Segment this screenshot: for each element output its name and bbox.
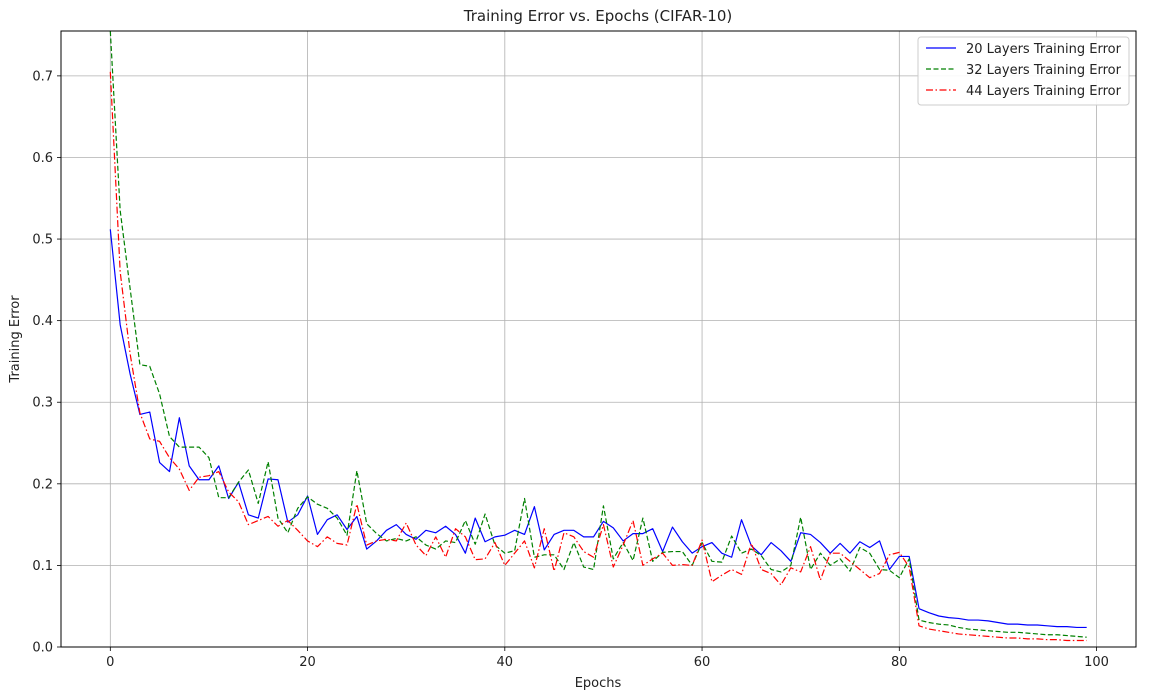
legend-label-2: 32 Layers Training Error (966, 63, 1122, 78)
x-tick-label: 20 (299, 655, 316, 670)
legend-label-3: 44 Layers Training Error (966, 84, 1122, 99)
legend: 20 Layers Training Error 32 Layers Traini… (917, 36, 1130, 106)
series-layer (109, 30, 1087, 642)
grid-lines (61, 31, 1136, 648)
y-tick-label: 0.0 (32, 641, 53, 656)
x-tick-label: 0 (106, 655, 114, 670)
y-tick-label: 0.3 (32, 396, 53, 411)
x-tick-label: 40 (497, 655, 514, 670)
x-tick-label: 60 (694, 655, 711, 670)
y-tick-label: 0.5 (32, 233, 53, 248)
y-tick-label: 0.2 (32, 477, 53, 492)
legend-box (917, 36, 1130, 106)
x-tick-label: 100 (1084, 655, 1109, 670)
y-tick-label: 0.4 (32, 314, 53, 329)
y-axis-label: Training Error (8, 295, 23, 384)
series-line-1 (109, 229, 1087, 629)
plot-frame (60, 30, 1137, 648)
chart-title: Training Error vs. Epochs (CIFAR-10) (463, 7, 732, 25)
y-tick-label: 0.1 (32, 559, 53, 574)
legend-label-1: 20 Layers Training Error (966, 42, 1122, 57)
y-tick-label: 0.6 (32, 151, 53, 166)
series-line-3 (109, 71, 1087, 642)
x-axis-label: Epochs (575, 676, 622, 691)
axis-ticks: 0 20 40 60 80 100 0.0 0.1 0.2 0.3 0.4 0.5 0.6 0.7 (32, 69, 1109, 670)
y-tick-label: 0.7 (32, 69, 53, 84)
series-line-2 (109, 30, 1087, 638)
x-tick-label: 80 (891, 655, 908, 670)
